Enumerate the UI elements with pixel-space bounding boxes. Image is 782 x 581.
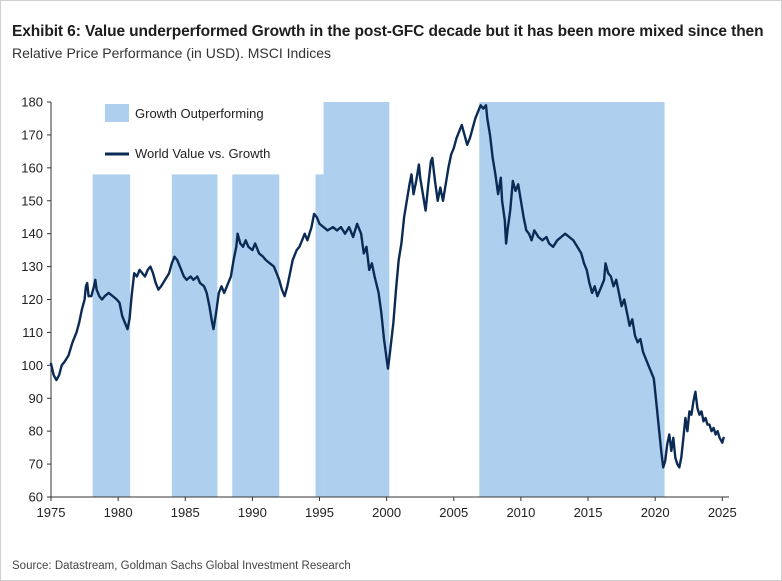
y-tick-label: 80 [29, 424, 43, 439]
x-tick-label: 2000 [372, 505, 401, 520]
shaded-period-3 [232, 174, 280, 497]
chart-subtitle: Relative Price Performance (in USD). MSC… [12, 45, 331, 61]
x-tick-label: 2010 [506, 505, 535, 520]
series-line-world-value-vs-growth [49, 104, 725, 469]
y-tick-label: 180 [21, 95, 43, 110]
y-tick-label: 90 [29, 391, 43, 406]
shaded-period-1 [92, 174, 131, 497]
y-tick-label: 140 [21, 226, 43, 241]
source-note: Source: Datastream, Goldman Sachs Global… [12, 560, 351, 572]
x-tick-label: 1985 [171, 505, 200, 520]
legend-label-growth-outperforming: Growth Outperforming [135, 106, 264, 121]
x-tick-label: 2025 [708, 505, 737, 520]
legend-label-world-value-vs-growth: World Value vs. Growth [135, 146, 270, 161]
y-tick-label: 110 [22, 325, 43, 340]
x-tick-label: 1995 [305, 505, 334, 520]
shaded-period-2 [171, 174, 218, 497]
y-tick-label: 70 [29, 457, 43, 472]
y-tick-label: 60 [29, 490, 43, 505]
x-tick-label: 1980 [104, 505, 133, 520]
chart-axes: 60 70 80 90 100 110 120 130 140 150 160 170 180 1975 1… [21, 95, 736, 521]
line-layer [49, 104, 725, 469]
y-tick-label: 120 [21, 292, 43, 307]
x-tick-label: 2020 [641, 505, 670, 520]
legend-swatch-growth-outperforming [105, 104, 129, 122]
x-tick-label: 2015 [574, 505, 603, 520]
y-tick-label: 150 [21, 193, 43, 208]
y-tick-label: 170 [21, 127, 43, 142]
y-tick-label: 160 [21, 160, 43, 175]
y-tick-label: 100 [21, 358, 43, 373]
x-tick-label: 1975 [37, 505, 66, 520]
x-tick-label: 1990 [238, 505, 267, 520]
y-tick-label: 130 [21, 259, 43, 274]
shaded-period-4 [315, 174, 324, 497]
shaded-period-6 [479, 102, 665, 497]
x-tick-label: 2005 [439, 505, 468, 520]
chart-title: Exhibit 6: Value underperformed Growth i… [12, 23, 764, 40]
chart-legend: Growth Outperforming World Value vs. Gro… [105, 104, 270, 161]
